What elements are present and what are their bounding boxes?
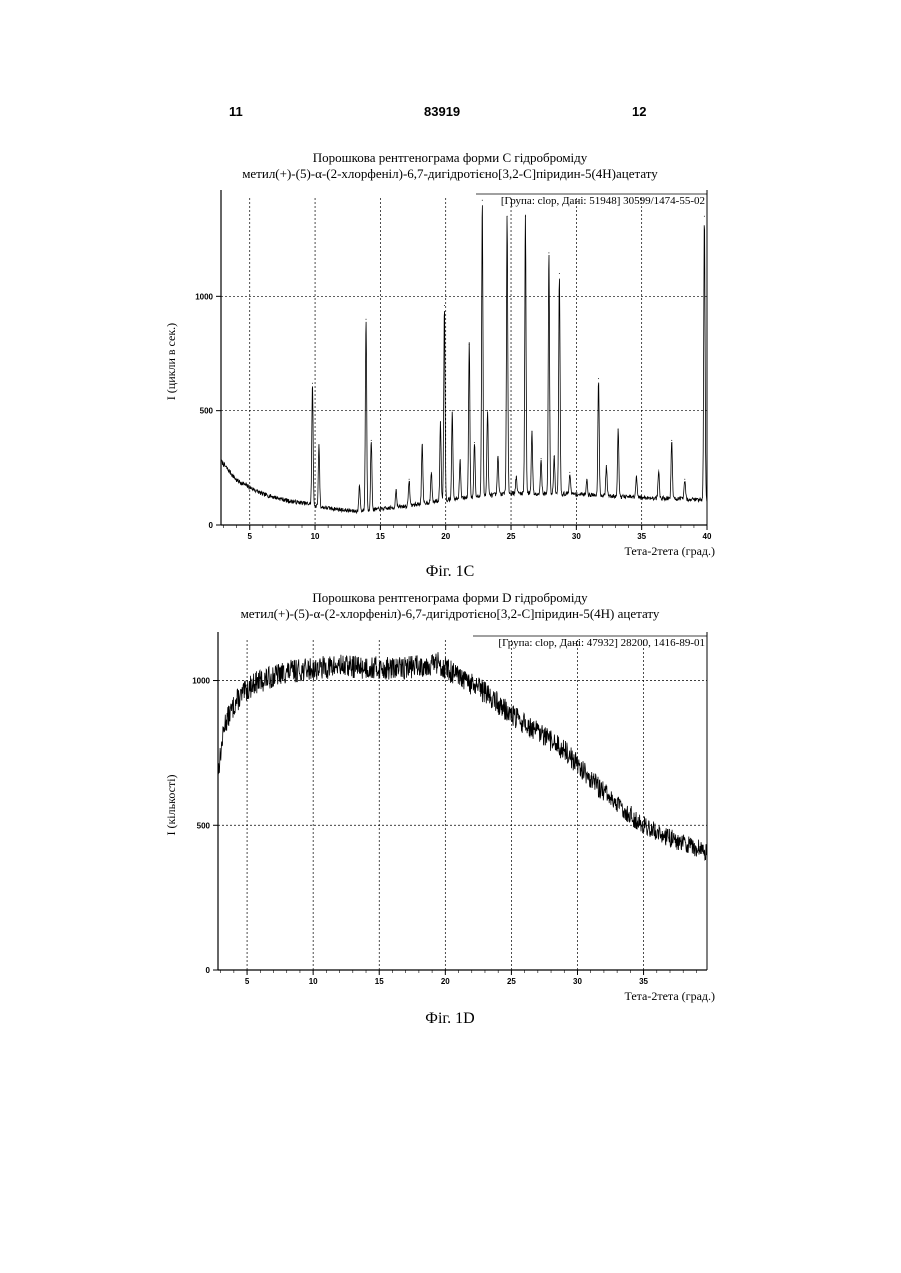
chart-d-series-trace — [218, 652, 707, 860]
chart-c-peak — [684, 479, 685, 480]
chart-d-x-axis-label: Тета-2тета (град.) — [624, 989, 715, 1003]
chart-d-title: Порошкова рентгенограма форми D гідробро… — [150, 590, 750, 622]
chart-c-x-tick-label: 15 — [376, 532, 385, 541]
chart-c-title: Порошкова рентгенограма форми С гідробро… — [150, 150, 750, 182]
chart-c-y-tick-label: 0 — [209, 521, 214, 530]
chart-c-peak — [606, 465, 607, 466]
chart-d-x-tick-label: 15 — [375, 977, 384, 986]
chart-c-peak — [559, 273, 560, 274]
chart-c-peak — [366, 319, 367, 320]
chart-c-peak — [541, 458, 542, 459]
chart-d-x-tick-label: 5 — [245, 977, 250, 986]
chart-d-x-tick-label: 25 — [507, 977, 516, 986]
chart-d: 5 10 15 20 25 30 35 0 500 1000 [Група: clop, Дані:… — [150, 625, 750, 1010]
chart-d-title-line2: метил(+)-(5)-α-(2-хлорфеніл)-6,7-дигідро… — [150, 606, 750, 622]
chart-c-peak — [431, 472, 432, 473]
chart-c-peak — [586, 479, 587, 480]
chart-c-peak — [312, 383, 313, 384]
chart-c-peak — [409, 479, 410, 480]
chart-d-title-line1: Порошкова рентгенограма форми D гідробро… — [150, 590, 750, 606]
chart-c-y-axis-label: I (цикли в сек.) — [164, 323, 178, 400]
chart-c-peak — [497, 456, 498, 457]
chart-c-peak — [704, 216, 705, 217]
chart-c-x-tick-label: 35 — [637, 532, 646, 541]
chart-c-peak — [460, 460, 461, 461]
chart-c-peak — [671, 440, 672, 441]
chart-c-peak — [507, 216, 508, 217]
chart-c-x-axis-label: Тета-2тета (град.) — [624, 544, 715, 558]
chart-c-peak — [422, 444, 423, 445]
chart-d-y-tick-label: 1000 — [192, 677, 210, 686]
chart-c-x-tick-label: 5 — [248, 532, 253, 541]
chart-c-caption: Фіг. 1С — [150, 563, 750, 581]
chart-c-peak — [636, 476, 637, 477]
chart-c-peak — [318, 444, 319, 445]
chart-d-y-axis-label: I (кількості) — [164, 774, 178, 835]
chart-c-peak — [525, 216, 526, 217]
chart-c-peak — [658, 470, 659, 471]
chart-c-peak — [482, 200, 483, 201]
chart-c-peak — [440, 422, 441, 423]
page-number-left: 11 — [229, 104, 243, 119]
chart-c-peak — [598, 378, 599, 379]
chart-c-x-tick-label: 10 — [311, 532, 320, 541]
chart-c-series-trace — [221, 205, 707, 513]
chart-c-peak — [469, 344, 470, 345]
chart-c-peak — [516, 476, 517, 477]
chart-c-peak — [531, 431, 532, 432]
chart-d-annotation: [Група: clop, Дані: 47932] 28200, 1416-8… — [498, 637, 705, 649]
chart-c-peak — [569, 472, 570, 473]
chart-c-x-tick-label: 40 — [703, 532, 712, 541]
chart-c-y-tick-label: 1000 — [195, 292, 213, 301]
chart-d-x-tick-label: 20 — [441, 977, 450, 986]
chart-c-peak — [474, 442, 475, 443]
document-number: 83919 — [424, 104, 460, 119]
chart-c-peak — [452, 410, 453, 411]
chart-d-y-tick-label: 0 — [206, 966, 211, 975]
chart-c-annotation: [Група: clop, Дані: 51948] 30599/1474-55… — [501, 195, 705, 207]
chart-c-peak — [359, 484, 360, 485]
chart-c-x-tick-label: 20 — [441, 532, 450, 541]
chart-c-x-tick-label: 25 — [507, 532, 516, 541]
chart-c: 5 10 15 20 25 30 35 40 0 500 1000 [Група: clop, Дан… — [150, 180, 750, 565]
chart-c-peak — [487, 410, 488, 411]
chart-c-peak — [396, 489, 397, 490]
chart-c-y-tick-label: 500 — [200, 407, 214, 416]
chart-d-x-tick-label: 35 — [639, 977, 648, 986]
chart-c-peak — [548, 252, 549, 253]
chart-c-peak — [618, 428, 619, 429]
chart-d-x-tick-label: 10 — [309, 977, 318, 986]
chart-c-title-line1: Порошкова рентгенограма форми С гідробро… — [150, 150, 750, 166]
chart-d-y-tick-label: 500 — [197, 821, 211, 830]
chart-c-x-tick-label: 30 — [572, 532, 581, 541]
chart-c-peak — [444, 305, 445, 306]
page-number-right: 12 — [632, 104, 646, 119]
chart-d-caption: Фіг. 1D — [150, 1010, 750, 1028]
chart-c-peak — [554, 456, 555, 457]
chart-c-peak — [371, 440, 372, 441]
chart-d-x-tick-label: 30 — [573, 977, 582, 986]
